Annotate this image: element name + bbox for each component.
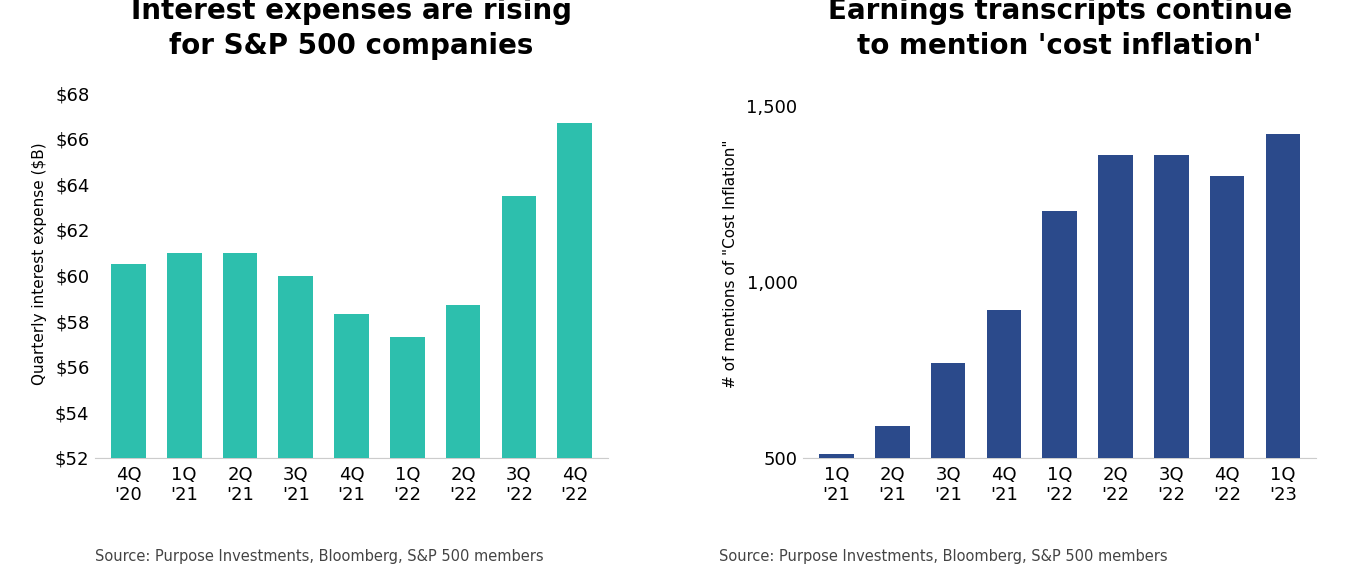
Y-axis label: # of mentions of "Cost Inflation": # of mentions of "Cost Inflation" [723, 140, 738, 389]
Bar [111, 264, 145, 587]
Bar [1098, 155, 1133, 587]
Bar [820, 454, 854, 587]
Bar [987, 310, 1022, 587]
Bar [446, 305, 480, 587]
Title: Interest expenses are rising
for S&P 500 companies: Interest expenses are rising for S&P 500… [132, 0, 573, 60]
Bar [1153, 155, 1189, 587]
Text: Source: Purpose Investments, Bloomberg, S&P 500 members: Source: Purpose Investments, Bloomberg, … [95, 548, 544, 564]
Text: Source: Purpose Investments, Bloomberg, S&P 500 members: Source: Purpose Investments, Bloomberg, … [719, 548, 1168, 564]
Bar [558, 123, 592, 587]
Bar [167, 253, 202, 587]
Bar [334, 314, 369, 587]
Bar [875, 426, 909, 587]
Title: Earnings transcripts continue
to mention 'cost inflation': Earnings transcripts continue to mention… [828, 0, 1292, 60]
Bar [1266, 134, 1300, 587]
Bar [389, 337, 425, 587]
Bar [223, 253, 258, 587]
Bar [931, 363, 965, 587]
Y-axis label: Quarterly interest expense ($B): Quarterly interest expense ($B) [31, 143, 46, 386]
Bar [278, 275, 313, 587]
Bar [1209, 176, 1244, 587]
Bar [1042, 211, 1077, 587]
Bar [502, 196, 536, 587]
